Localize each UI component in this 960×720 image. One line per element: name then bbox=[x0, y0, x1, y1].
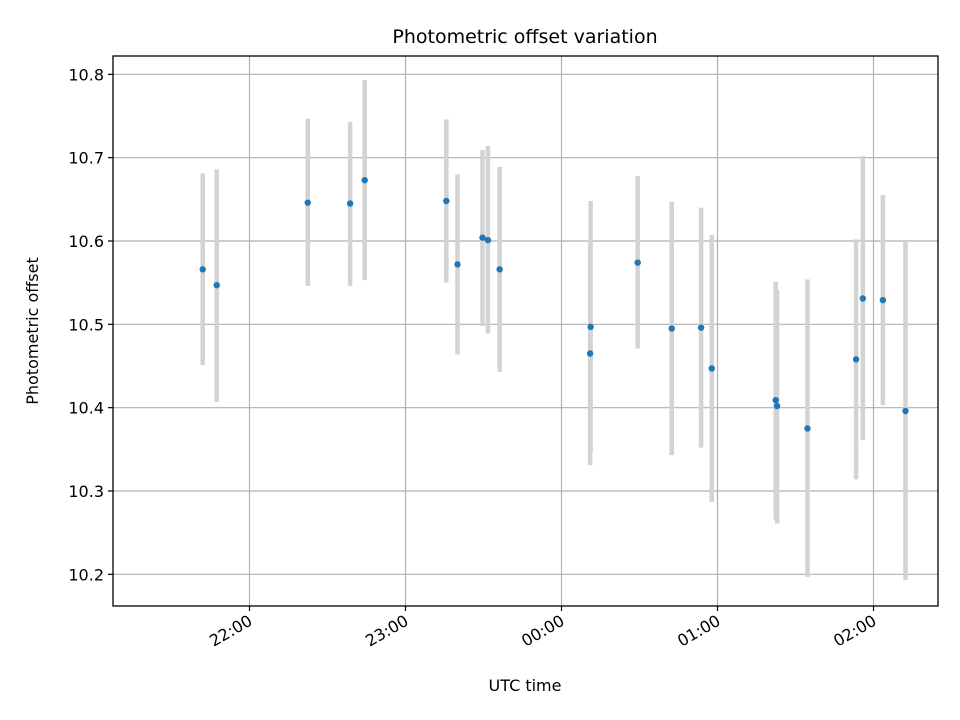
point-layer bbox=[199, 176, 909, 432]
data-point bbox=[586, 350, 594, 357]
data-point bbox=[454, 261, 461, 268]
data-point bbox=[772, 396, 779, 404]
y-tick-label: 10.2 bbox=[68, 565, 104, 584]
y-tick-label: 10.3 bbox=[68, 482, 104, 501]
data-point bbox=[361, 176, 368, 184]
grid-layer bbox=[113, 56, 938, 606]
plot-frame bbox=[112, 55, 939, 607]
data-point bbox=[496, 266, 503, 273]
data-point bbox=[213, 281, 220, 289]
data-point bbox=[804, 425, 811, 432]
y-axis-label: Photometric offset bbox=[23, 257, 42, 405]
data-point bbox=[304, 199, 311, 206]
data-point bbox=[773, 402, 781, 410]
chart-title: Photometric offset variation bbox=[392, 26, 657, 48]
data-point bbox=[634, 259, 641, 266]
y-tick-label: 10.7 bbox=[68, 149, 104, 168]
data-point bbox=[346, 200, 354, 207]
data-point bbox=[879, 296, 887, 304]
data-point bbox=[587, 323, 594, 331]
data-point bbox=[668, 325, 675, 332]
data-point bbox=[484, 236, 492, 244]
data-point bbox=[852, 356, 860, 363]
data-point bbox=[902, 407, 909, 415]
data-point bbox=[479, 234, 486, 241]
y-tick-label: 10.6 bbox=[68, 232, 104, 251]
data-point bbox=[708, 365, 715, 372]
x-axis-label: UTC time bbox=[489, 676, 562, 695]
data-point bbox=[199, 266, 206, 273]
tick-layer: 10.210.310.410.510.610.710.822:00 23:00 00… bbox=[68, 65, 879, 650]
data-point bbox=[859, 295, 867, 302]
y-tick-label: 10.4 bbox=[68, 399, 104, 418]
y-tick-label: 10.5 bbox=[68, 315, 104, 334]
data-point bbox=[443, 197, 450, 205]
y-tick-label: 10.8 bbox=[68, 65, 104, 84]
data-point bbox=[697, 324, 705, 331]
